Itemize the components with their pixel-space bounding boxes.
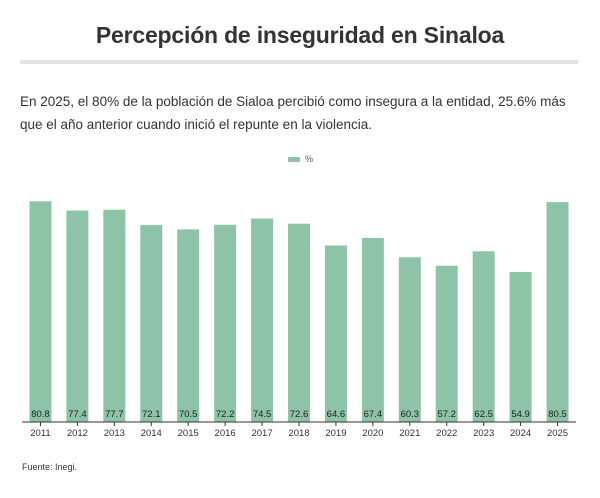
bar bbox=[324, 245, 347, 422]
data-label: 80.8 bbox=[31, 409, 50, 420]
data-label: 62.5 bbox=[474, 409, 493, 420]
x-tick-label: 2023 bbox=[473, 428, 494, 439]
bar bbox=[398, 257, 421, 422]
x-tick-label: 2017 bbox=[251, 428, 272, 439]
data-label: 80.5 bbox=[548, 409, 567, 420]
x-tick-label: 2015 bbox=[178, 428, 199, 439]
bar bbox=[472, 251, 495, 422]
chart-subtitle: En 2025, el 80% de la población de Sialo… bbox=[20, 94, 566, 132]
bar bbox=[140, 225, 163, 422]
x-tick-label: 2011 bbox=[30, 428, 50, 439]
x-tick-label: 2024 bbox=[510, 428, 531, 439]
x-tick-label: 2012 bbox=[67, 428, 88, 439]
x-tick-label: 2025 bbox=[547, 428, 568, 439]
source-note: Fuente: Inegi. bbox=[22, 462, 78, 472]
data-label: 60.3 bbox=[401, 409, 420, 420]
data-label: 72.2 bbox=[216, 409, 235, 420]
x-tick-label: 2021 bbox=[399, 428, 420, 439]
x-tick-label: 2014 bbox=[141, 428, 162, 439]
data-label: 64.6 bbox=[327, 409, 346, 420]
legend: % bbox=[288, 153, 313, 165]
bar bbox=[177, 229, 200, 422]
bar bbox=[66, 210, 89, 422]
bar bbox=[288, 223, 310, 422]
bar bbox=[214, 224, 237, 422]
data-label: 57.2 bbox=[437, 409, 456, 420]
bar bbox=[251, 218, 274, 422]
data-label: 72.1 bbox=[142, 409, 161, 420]
bar-chart: 80.8 2011 77.4 2012 77.7 2013 72.1 2014 70.5 2015… bbox=[22, 201, 576, 439]
bar bbox=[509, 272, 532, 422]
title-divider bbox=[20, 60, 578, 64]
bar bbox=[435, 265, 458, 422]
legend-swatch bbox=[288, 156, 300, 162]
x-tick-label: 2019 bbox=[325, 428, 346, 439]
x-tick-label: 2018 bbox=[288, 428, 309, 439]
data-label: 77.4 bbox=[68, 409, 87, 420]
data-label: 67.4 bbox=[364, 409, 383, 420]
data-label: 72.6 bbox=[290, 409, 309, 420]
bar bbox=[546, 202, 569, 422]
x-tick-label: 2016 bbox=[215, 428, 236, 439]
x-tick-label: 2013 bbox=[104, 428, 125, 439]
x-tick-label: 2022 bbox=[436, 428, 457, 439]
legend-label: % bbox=[305, 154, 314, 164]
data-label: 74.5 bbox=[253, 409, 272, 420]
bar bbox=[361, 237, 384, 422]
bar bbox=[103, 209, 126, 422]
bar bbox=[29, 201, 52, 422]
chart-title: Percepción de inseguridad en Sinaloa bbox=[95, 22, 505, 48]
data-label: 70.5 bbox=[179, 409, 198, 420]
data-label: 77.7 bbox=[105, 409, 124, 420]
data-label: 54.9 bbox=[511, 409, 530, 420]
x-tick-label: 2020 bbox=[362, 428, 383, 439]
